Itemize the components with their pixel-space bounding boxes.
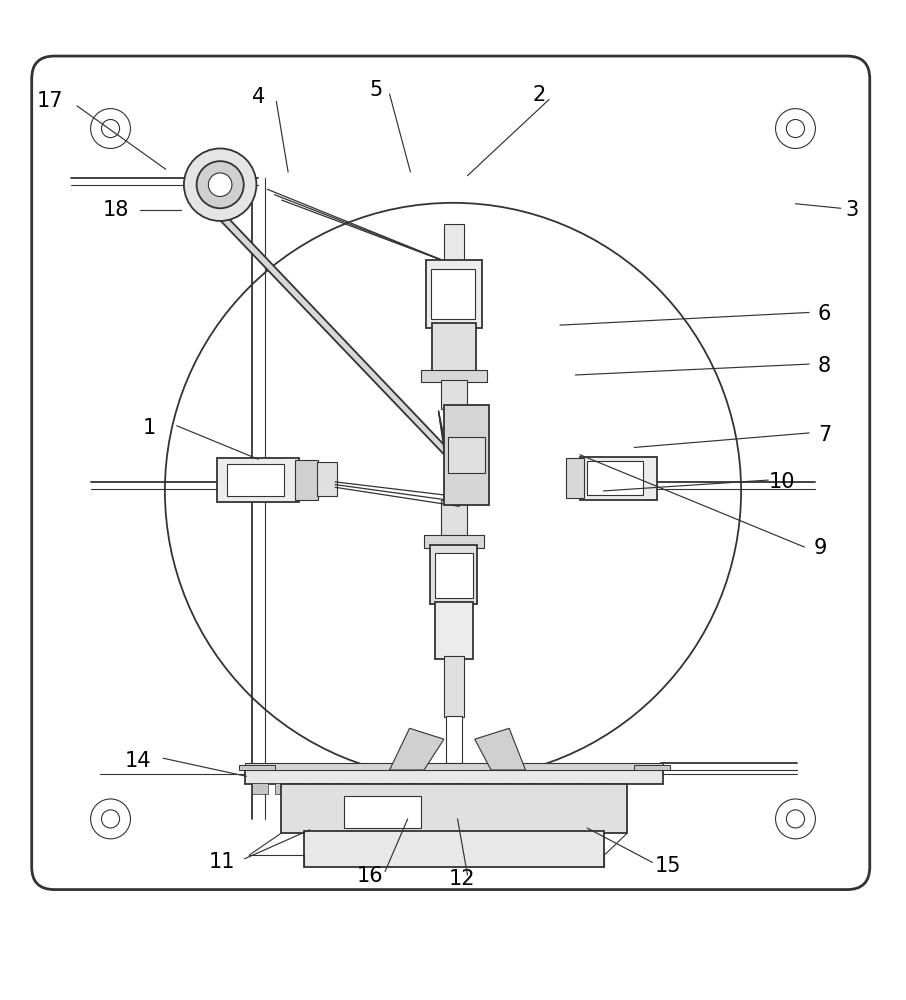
Bar bbox=[582, 783, 598, 794]
Text: 3: 3 bbox=[845, 200, 858, 220]
Polygon shape bbox=[215, 215, 462, 464]
Bar bbox=[299, 783, 315, 794]
Bar bbox=[217, 458, 299, 502]
Text: 2: 2 bbox=[533, 85, 545, 105]
Text: 1: 1 bbox=[143, 418, 156, 438]
Bar bbox=[444, 656, 464, 717]
Text: 14: 14 bbox=[124, 751, 151, 771]
Text: 5: 5 bbox=[370, 80, 382, 100]
Polygon shape bbox=[475, 728, 525, 770]
Circle shape bbox=[101, 119, 120, 138]
Text: 10: 10 bbox=[768, 472, 795, 492]
FancyBboxPatch shape bbox=[32, 56, 870, 890]
Circle shape bbox=[165, 203, 741, 779]
Bar bbox=[426, 260, 482, 328]
Bar bbox=[441, 380, 467, 409]
Bar bbox=[245, 763, 663, 770]
Text: 15: 15 bbox=[654, 856, 681, 876]
Bar bbox=[487, 783, 504, 794]
Bar bbox=[566, 458, 584, 498]
Bar bbox=[275, 783, 292, 794]
Circle shape bbox=[776, 799, 815, 839]
Text: 18: 18 bbox=[102, 200, 130, 220]
Bar bbox=[304, 831, 604, 867]
Bar bbox=[441, 500, 467, 536]
Circle shape bbox=[197, 161, 244, 208]
Bar bbox=[634, 765, 670, 770]
Bar bbox=[444, 405, 489, 505]
Bar bbox=[323, 783, 339, 794]
Bar bbox=[440, 783, 457, 794]
Bar bbox=[446, 716, 462, 763]
Bar bbox=[448, 437, 485, 473]
Bar bbox=[344, 796, 421, 828]
Bar bbox=[605, 783, 622, 794]
Bar bbox=[252, 783, 268, 794]
Circle shape bbox=[786, 119, 805, 138]
Text: 17: 17 bbox=[36, 91, 63, 111]
Bar bbox=[424, 535, 484, 548]
Circle shape bbox=[776, 109, 815, 148]
Bar bbox=[435, 602, 473, 659]
Bar bbox=[281, 784, 627, 833]
Bar bbox=[346, 783, 362, 794]
Circle shape bbox=[91, 799, 130, 839]
Text: 12: 12 bbox=[448, 869, 476, 889]
Bar bbox=[511, 783, 527, 794]
Bar bbox=[245, 766, 663, 784]
Bar bbox=[317, 462, 337, 496]
Bar bbox=[444, 224, 464, 264]
Bar bbox=[226, 464, 284, 496]
Bar bbox=[464, 783, 480, 794]
Text: 16: 16 bbox=[356, 866, 383, 886]
Circle shape bbox=[91, 109, 130, 148]
Circle shape bbox=[101, 810, 120, 828]
Text: 11: 11 bbox=[208, 852, 236, 872]
Bar bbox=[431, 269, 475, 319]
Circle shape bbox=[786, 810, 805, 828]
Bar bbox=[432, 323, 476, 373]
Text: 8: 8 bbox=[818, 356, 831, 376]
Circle shape bbox=[184, 148, 256, 221]
Bar bbox=[417, 783, 433, 794]
Text: 9: 9 bbox=[814, 538, 826, 558]
Text: 4: 4 bbox=[252, 87, 265, 107]
Text: 6: 6 bbox=[818, 304, 831, 324]
Bar bbox=[558, 783, 574, 794]
Text: 7: 7 bbox=[818, 425, 831, 445]
Circle shape bbox=[208, 173, 232, 196]
Polygon shape bbox=[390, 728, 444, 770]
Bar bbox=[430, 545, 477, 604]
Bar bbox=[421, 370, 487, 382]
Bar bbox=[239, 765, 275, 770]
Bar bbox=[370, 783, 386, 794]
Bar bbox=[580, 457, 657, 500]
Bar bbox=[435, 553, 473, 598]
Bar bbox=[393, 783, 410, 794]
Bar bbox=[587, 461, 643, 495]
Bar bbox=[295, 460, 318, 500]
Bar bbox=[535, 783, 551, 794]
